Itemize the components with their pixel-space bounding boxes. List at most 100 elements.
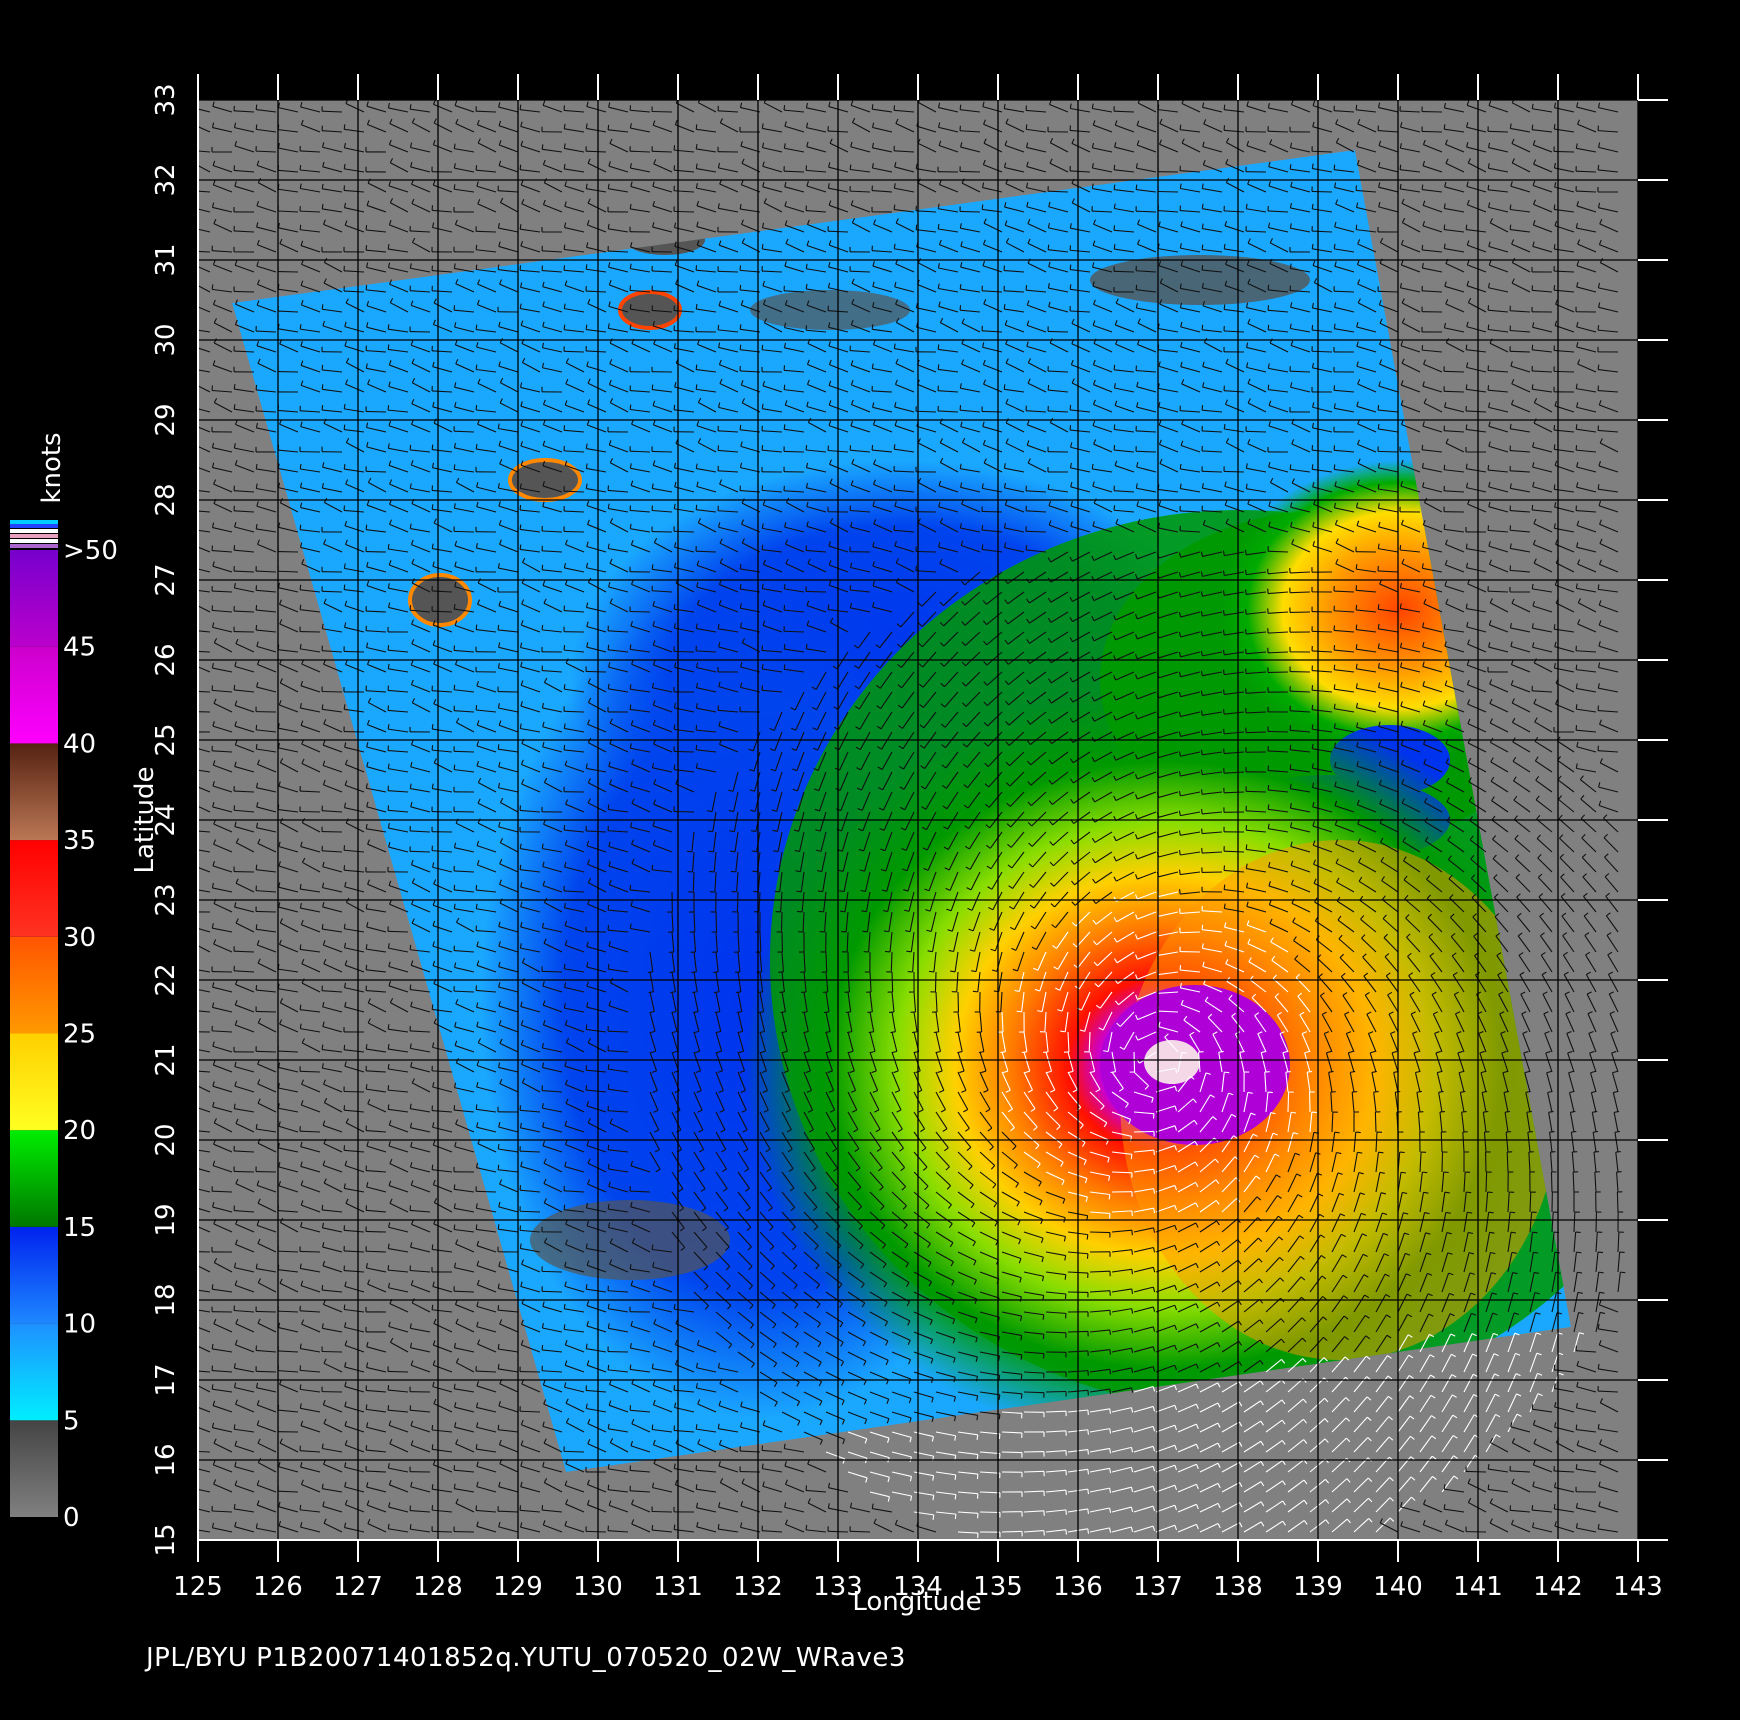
wind-barb-flag bbox=[190, 584, 191, 589]
wind-barb-flag bbox=[717, 162, 721, 168]
wind-barb bbox=[741, 502, 761, 513]
wind-barb bbox=[1069, 170, 1091, 173]
wind-barb-flag bbox=[1334, 261, 1337, 267]
wind-barb bbox=[1268, 329, 1289, 333]
wind-barb bbox=[983, 303, 1003, 313]
wind-barb-flag bbox=[498, 501, 501, 507]
wind-barb bbox=[1466, 146, 1487, 153]
wind-barb-flag bbox=[1422, 200, 1426, 206]
wind-barb-flag bbox=[849, 164, 852, 170]
wind-barb-flag bbox=[652, 400, 656, 406]
wind-barb-flag bbox=[192, 158, 194, 162]
wind-barb-flag bbox=[542, 321, 545, 327]
wind-barb-flag bbox=[433, 118, 437, 124]
wind-barb bbox=[719, 364, 739, 373]
wind-barb-flag bbox=[829, 478, 833, 484]
wind-barb bbox=[851, 484, 871, 493]
wind-barb-flag bbox=[1180, 440, 1184, 446]
wind-barb bbox=[895, 362, 915, 373]
wind-barb-flag bbox=[300, 280, 304, 286]
wind-barb bbox=[629, 450, 651, 453]
wind-barb bbox=[366, 289, 387, 293]
wind-barb bbox=[1333, 290, 1355, 293]
wind-barb-flag bbox=[1377, 102, 1381, 108]
wind-barb-flag bbox=[1159, 458, 1163, 464]
wind-barb bbox=[1245, 731, 1267, 734]
wind-barb-flag bbox=[1334, 519, 1338, 525]
wind-barb bbox=[257, 244, 277, 253]
wind-barb-flag bbox=[1443, 224, 1446, 230]
wind-barb-flag bbox=[475, 364, 478, 370]
wind-barb-flag bbox=[784, 201, 787, 207]
wind-barb bbox=[806, 467, 827, 473]
wind-barb-flag bbox=[1113, 364, 1116, 370]
wind-barb-flag bbox=[1181, 379, 1185, 385]
wind-barb-flag bbox=[389, 279, 393, 285]
wind-barb bbox=[806, 244, 827, 253]
wind-barb bbox=[1289, 370, 1311, 373]
wind-barb bbox=[872, 306, 893, 313]
wind-barb-flag bbox=[1267, 222, 1271, 228]
wind-barb-flag bbox=[783, 143, 786, 149]
wind-barb-flag bbox=[695, 364, 698, 370]
wind-barb-flag bbox=[652, 460, 656, 466]
wind-barb bbox=[1334, 306, 1355, 313]
wind-barb-flag bbox=[850, 320, 854, 326]
wind-barb-flag bbox=[587, 198, 591, 204]
wind-barb-flag bbox=[608, 440, 612, 446]
wind-barb-flag bbox=[608, 262, 611, 268]
wind-barb-flag bbox=[784, 121, 787, 127]
wind-barb bbox=[565, 362, 585, 373]
wind-barb-flag bbox=[343, 403, 346, 409]
wind-barb-flag bbox=[1004, 202, 1007, 208]
wind-barb bbox=[608, 305, 629, 313]
wind-barb bbox=[499, 144, 519, 153]
wind-barb bbox=[1468, 302, 1487, 313]
wind-barb bbox=[1225, 263, 1245, 273]
wind-barb-flag bbox=[1025, 544, 1028, 551]
wind-barb bbox=[1158, 327, 1179, 333]
wind-barb bbox=[829, 463, 849, 473]
wind-barb bbox=[850, 146, 871, 153]
wind-barb bbox=[233, 350, 255, 353]
wind-barb-flag bbox=[695, 504, 698, 510]
wind-barb bbox=[1026, 510, 1047, 513]
wind-barb bbox=[917, 442, 937, 453]
wind-barb bbox=[587, 403, 607, 413]
wind-barb-flag bbox=[542, 281, 545, 287]
wind-barb-flag bbox=[299, 643, 302, 649]
wind-barb bbox=[1423, 402, 1443, 413]
wind-barb-flag bbox=[1444, 281, 1447, 287]
wind-barb-flag bbox=[1267, 363, 1270, 369]
wind-barb bbox=[389, 364, 409, 373]
wind-barb-flag bbox=[345, 100, 349, 104]
wind-barb-flag bbox=[1048, 201, 1051, 207]
wind-barb-flag bbox=[1201, 324, 1204, 330]
wind-barb-flag bbox=[1005, 118, 1009, 124]
wind-barb-flag bbox=[563, 303, 566, 309]
wind-barb bbox=[1181, 102, 1201, 113]
wind-barb-flag bbox=[893, 444, 896, 450]
wind-barb-flag bbox=[563, 744, 566, 750]
wind-barb-flag bbox=[1269, 139, 1273, 145]
wind-barb-flag bbox=[497, 264, 500, 270]
wind-barb bbox=[784, 347, 805, 353]
wind-barb-flag bbox=[475, 624, 478, 630]
wind-barb bbox=[346, 362, 365, 373]
wind-barb-flag bbox=[519, 224, 522, 230]
wind-barb-flag bbox=[1200, 749, 1203, 755]
wind-barb-flag bbox=[1335, 119, 1339, 125]
wind-barb-flag bbox=[1245, 203, 1248, 209]
wind-barb-flag bbox=[652, 222, 655, 228]
wind-barb-flag bbox=[366, 441, 369, 448]
wind-barb bbox=[1268, 166, 1289, 173]
wind-barb-flag bbox=[365, 823, 368, 829]
wind-barb bbox=[344, 525, 365, 533]
wind-barb-flag bbox=[498, 440, 502, 446]
wind-barb-flag bbox=[740, 179, 744, 185]
wind-barb-flag bbox=[453, 464, 456, 470]
wind-barb bbox=[411, 503, 431, 513]
wind-barb bbox=[300, 384, 321, 393]
wind-barb bbox=[960, 527, 981, 533]
wind-barb-flag bbox=[1137, 318, 1141, 324]
